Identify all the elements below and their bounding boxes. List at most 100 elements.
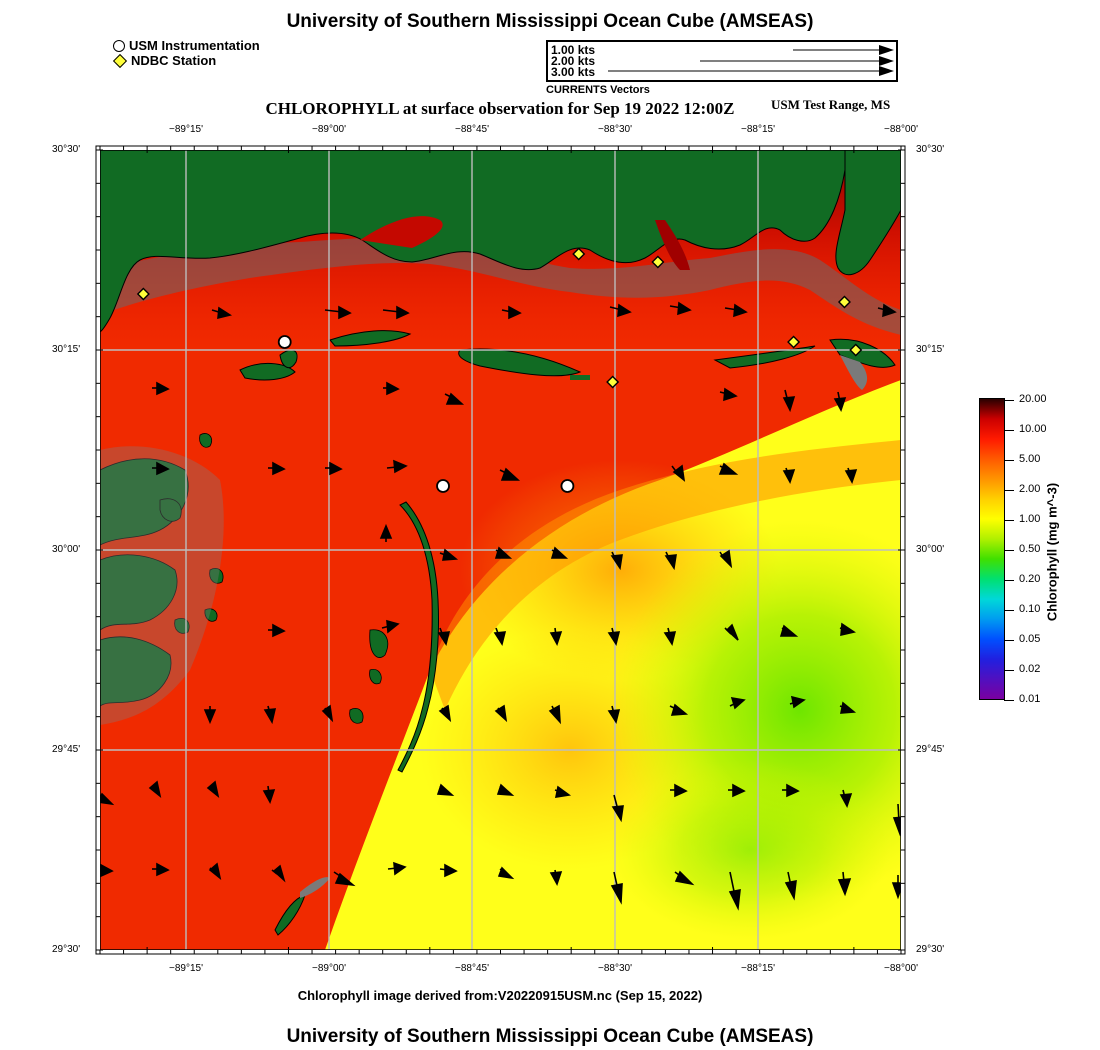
- ndbc-station-marker[interactable]: [651, 255, 665, 269]
- current-vector: [383, 381, 400, 396]
- current-vector: [382, 305, 410, 320]
- colorbar-tick: [1004, 430, 1014, 431]
- ndbc-station-marker[interactable]: [837, 295, 851, 309]
- chlorophyll-map[interactable]: [100, 150, 901, 950]
- current-vector: [664, 551, 677, 571]
- current-vector: [611, 794, 624, 823]
- graticule: [100, 150, 901, 950]
- lon-label-bottom: −89°00': [312, 963, 346, 974]
- current-vector: [268, 623, 286, 638]
- colorbar-tick: [1004, 580, 1014, 581]
- current-vector: [203, 706, 217, 725]
- ndbc-station-marker[interactable]: [136, 287, 150, 301]
- current-vector: [839, 701, 857, 714]
- ndbc-station-marker[interactable]: [572, 247, 586, 261]
- lon-label-bottom: −88°45': [455, 963, 489, 974]
- current-vector: [724, 623, 739, 641]
- lon-label-top: −89°00': [312, 124, 346, 135]
- colorbar-tick-label: 0.05: [1019, 633, 1041, 645]
- legend-usm: USM Instrumentation: [113, 38, 260, 53]
- current-vector: [321, 704, 334, 723]
- colorbar: [979, 398, 1005, 700]
- colorbar-tick: [1004, 640, 1014, 641]
- current-vector: [839, 789, 853, 808]
- current-vector: [728, 783, 746, 798]
- current-vector: [549, 869, 563, 886]
- legend-ndbc-label: NDBC Station: [131, 53, 217, 68]
- lat-label-left: 29°45': [52, 744, 81, 755]
- current-vector: [782, 467, 796, 484]
- colorbar-tick: [1004, 610, 1014, 611]
- lon-label-top: −88°15': [741, 124, 775, 135]
- usm-instrument-marker[interactable]: [277, 335, 292, 349]
- ndbc-station-marker[interactable]: [849, 343, 863, 357]
- current-vector: [437, 627, 451, 647]
- vector-key-2kt: 2.00 kts: [551, 54, 596, 68]
- current-vector: [782, 783, 800, 798]
- current-vector: [439, 548, 459, 561]
- current-vector: [497, 866, 515, 880]
- current-vector: [444, 392, 465, 405]
- lon-label-bottom: −89°15': [169, 963, 203, 974]
- lat-label-right: 30°30': [916, 144, 945, 155]
- colorbar-tick: [1004, 490, 1014, 491]
- lon-label-top: −88°30': [598, 124, 632, 135]
- current-vector: [262, 785, 276, 804]
- current-vector: [782, 389, 796, 413]
- station-markers: [136, 247, 863, 493]
- current-vector: [263, 705, 277, 725]
- diamond-icon: [112, 53, 128, 68]
- current-vector: [729, 696, 746, 710]
- lon-label-top: −88°45': [455, 124, 489, 135]
- current-vector: [548, 704, 561, 725]
- current-vector: [268, 461, 286, 476]
- lon-label-bottom: −88°15': [741, 963, 775, 974]
- current-vector: [610, 871, 623, 905]
- ndbc-station-marker[interactable]: [606, 375, 620, 389]
- current-vector: [892, 803, 901, 837]
- map-title: CHLOROPHYLL at surface observation for S…: [265, 99, 735, 118]
- current-vector: [779, 624, 799, 637]
- current-vector: [501, 305, 522, 320]
- vector-key-arrows: [608, 45, 894, 76]
- lat-label-left: 30°00': [52, 544, 81, 555]
- current-vector: [671, 464, 686, 482]
- usm-instrument-marker[interactable]: [436, 479, 450, 493]
- colorbar-tick-label: 0.20: [1019, 573, 1041, 585]
- colorbar-tick: [1004, 400, 1014, 401]
- current-vector: [387, 861, 407, 876]
- colorbar-tick: [1004, 460, 1014, 461]
- current-vector: [438, 704, 452, 723]
- map-border-ticks: [95, 145, 906, 955]
- current-vector: [719, 387, 738, 402]
- current-vector: [674, 870, 695, 886]
- current-vector: [271, 864, 286, 883]
- current-vector: [839, 622, 856, 637]
- current-vector: [663, 627, 677, 647]
- current-vector: [152, 381, 170, 396]
- current-vector: [833, 391, 847, 412]
- current-vector: [789, 695, 806, 709]
- lat-label-right: 30°00': [916, 544, 945, 555]
- current-vector: [499, 467, 521, 481]
- current-vector: [669, 703, 689, 716]
- current-vector: [550, 546, 569, 559]
- current-vector: [549, 627, 563, 646]
- vector-key-1kt: 1.00 kts: [551, 43, 596, 57]
- lat-label-right: 30°15': [916, 344, 945, 355]
- source-note: Chlorophyll image derived from:V20220915…: [297, 988, 703, 1003]
- colorbar-tick-label: 0.01: [1019, 693, 1041, 705]
- vector-key: 1.00 kts 2.00 kts 3.00 kts: [546, 40, 898, 82]
- lat-label-left: 30°15': [52, 344, 81, 355]
- current-vector: [436, 783, 455, 796]
- current-vector: [439, 863, 458, 878]
- ndbc-station-marker[interactable]: [787, 335, 801, 349]
- lon-label-top: −89°15': [169, 124, 203, 135]
- lat-label-right: 29°30': [916, 944, 945, 955]
- current-vector: [100, 792, 115, 806]
- current-vector: [494, 546, 513, 559]
- current-vector: [206, 780, 220, 799]
- footer-title: University of Southern Mississippi Ocean…: [286, 1026, 814, 1047]
- vector-key-caption: CURRENTS Vectors: [546, 84, 650, 96]
- usm-instrument-marker[interactable]: [560, 479, 575, 493]
